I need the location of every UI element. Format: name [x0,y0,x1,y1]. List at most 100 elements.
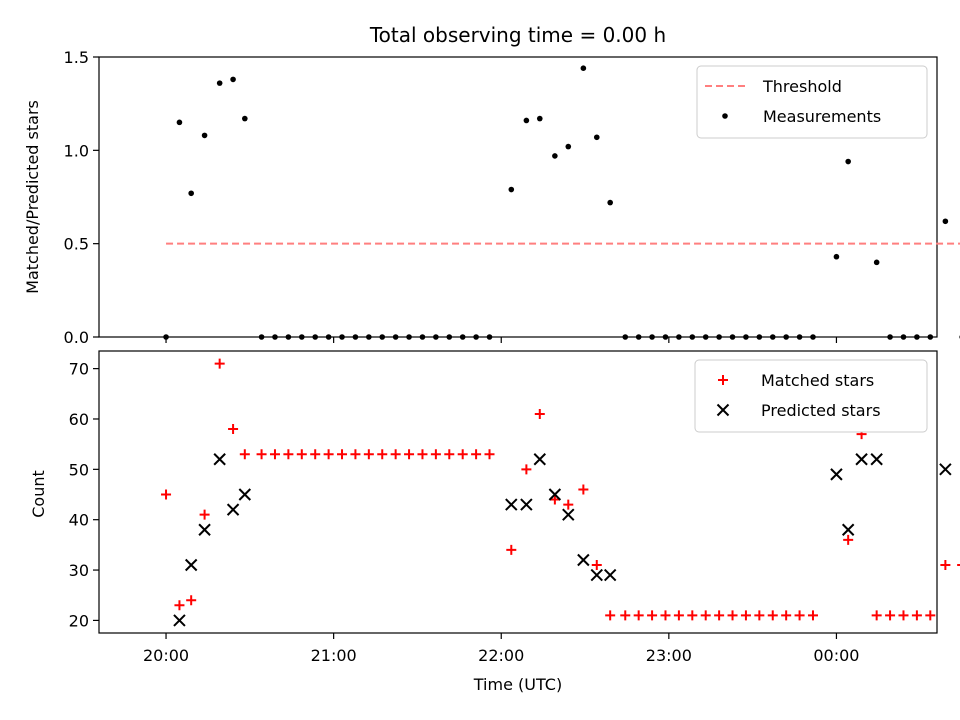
matched-star-point [781,610,792,621]
measurement-point [201,132,208,139]
y-tick-label: 20 [69,611,89,630]
plot-frame [98,350,938,634]
measurement-point [446,334,453,340]
legend: Matched stars Predicted stars [694,359,928,433]
measurement-point [649,334,655,340]
measurement-point [743,334,749,340]
matched-star-point [430,449,441,460]
measurement-point [900,334,907,340]
measurement-point [702,334,709,340]
matched-star-point [673,610,684,621]
measurement-point [565,143,572,150]
y-tick-label: 30 [69,561,89,580]
measurement-point [272,334,278,340]
matched-star-point [940,560,951,571]
matched-star-point [714,610,725,621]
predicted-star-point [505,498,518,511]
matched-star-point [296,449,307,460]
measurement-point [873,259,880,266]
measurement-point [607,199,613,206]
predicted-star-point [184,558,198,572]
measurement-point [459,334,466,340]
matched-star-point [563,499,574,510]
matched-star-point [350,449,361,460]
matched-star-point [620,610,631,621]
matched-star-point [484,449,495,460]
matched-star-point [727,610,738,621]
y-tick-label: 1.5 [64,48,89,67]
matched-star-point [174,600,185,611]
measurement-point [473,334,479,340]
measurement-point [230,76,236,83]
measurement-point [379,334,386,340]
matched-star-point [605,610,616,621]
measurement-point [914,334,920,340]
x-tick-label: 21:00 [311,646,357,665]
measurement-point [486,334,493,340]
measurement-point [176,119,183,126]
predicted-star-point [198,523,211,536]
matched-star-point [337,449,348,460]
measurement-point [833,253,840,260]
y-tick-label: 1.0 [64,141,89,160]
matched-star-point [754,610,765,621]
legend: Threshold Measurements [696,65,928,139]
matched-star-point [700,610,711,621]
measurement-point [927,334,934,340]
legend-box [696,65,928,139]
x-axis-label: Time (UTC) [473,675,562,694]
measurement-point [942,218,949,225]
matched-star-point [283,449,294,460]
measurement-point [536,115,543,122]
measurement-point [163,334,169,340]
predicted-star-point [603,568,617,582]
predicted-star-point [238,488,252,501]
y-tick-label: 0.5 [64,235,89,254]
predicted-star-point [213,453,226,466]
measurement-point [796,334,803,340]
y-tick-label: 0.0 [64,328,89,347]
legend-label: Threshold [762,77,842,96]
matched-star-point [549,494,560,505]
matched-star-point [807,610,818,621]
measurement-point [689,334,696,340]
matched-star-point [323,449,334,460]
measurement-point [622,334,629,340]
matched-star-point [578,484,589,495]
legend-label: Measurements [763,107,881,126]
predicted-star-point [577,553,590,567]
legend-matched-swatch [718,375,728,385]
predicted-star-point [870,453,883,466]
matched-star-point [660,610,671,621]
matched-star-point [239,449,250,460]
y-tick-label: 60 [69,410,89,429]
measurement-point [729,334,736,340]
matched-star-point [591,560,602,571]
predicted-star-point [562,508,575,521]
measurement-point [366,334,372,340]
matched-star-point [471,449,482,460]
y-tick-label: 50 [69,460,89,479]
measurement-point [676,334,682,340]
count-panel: 20304050607020:0021:0022:0023:0000:0001:… [69,350,960,665]
measurement-point [887,334,893,340]
matched-star-point [404,449,415,460]
predicted-star-point [939,463,952,476]
measurement-point [188,190,194,197]
measurement-point [298,334,305,340]
matched-star-point [417,449,428,460]
matched-star-point [444,449,455,460]
matched-star-point [521,464,532,475]
matched-star-point [256,449,267,460]
matched-star-point [269,449,280,460]
predicted-star-point [855,453,868,466]
measurement-point [769,334,776,340]
matched-star-point [214,358,225,369]
measurement-point [258,334,265,340]
x-tick-label: 22:00 [478,646,524,665]
x-tick-label: 00:00 [813,646,859,665]
measurement-point [756,334,763,340]
matched-star-point [925,610,936,621]
measurement-point [216,80,223,86]
